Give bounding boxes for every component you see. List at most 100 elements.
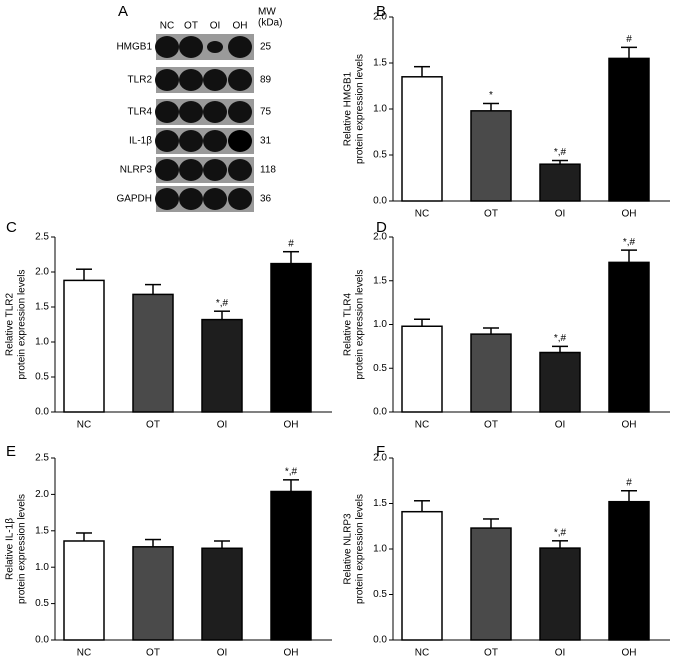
bar	[270, 490, 312, 641]
x-tick-label: OI	[555, 420, 566, 431]
blot-band	[179, 36, 203, 58]
bar	[608, 261, 650, 413]
blot-band	[203, 101, 227, 123]
y-tick-label: 0.0	[35, 635, 49, 646]
x-tick-label: OH	[622, 648, 637, 659]
blot-band	[179, 69, 203, 91]
significance-label: *,#	[554, 147, 567, 158]
bar	[401, 325, 443, 413]
x-tick-label: OI	[217, 648, 228, 659]
y-axis-label: protein expression levels	[355, 54, 366, 164]
y-tick-label: 1.0	[35, 562, 49, 573]
significance-label: *,#	[554, 527, 567, 538]
y-axis-label: Relative TLR4	[343, 292, 354, 356]
y-tick-label: 2.5	[35, 232, 49, 243]
bar	[132, 293, 174, 413]
mw-header: (kDa)	[258, 18, 282, 29]
bar	[470, 110, 512, 202]
blot-band	[207, 41, 223, 53]
bar	[470, 527, 512, 641]
y-axis-label: Relative IL-1β	[5, 518, 16, 580]
blot-band	[203, 130, 227, 152]
protein-label: GAPDH	[116, 194, 152, 205]
blot-band	[155, 130, 179, 152]
x-tick-label: NC	[77, 648, 91, 659]
y-tick-label: 1.5	[373, 275, 387, 286]
blot-band	[228, 159, 252, 181]
blot-band	[203, 159, 227, 181]
y-tick-label: 2.5	[35, 453, 49, 464]
mw-label: 25	[260, 42, 272, 53]
y-tick-label: 0.0	[373, 196, 387, 207]
x-tick-label: OT	[484, 420, 498, 431]
bar	[539, 163, 581, 202]
mw-header: MW	[258, 7, 276, 18]
bar	[470, 333, 512, 413]
y-tick-label: 1.0	[373, 104, 387, 115]
blot-band	[155, 69, 179, 91]
y-tick-label: 2.0	[373, 232, 387, 243]
protein-label: TLR4	[128, 107, 153, 118]
panel-letter: A	[118, 3, 128, 20]
panel-letter: F	[376, 443, 385, 460]
significance-label: #	[288, 238, 294, 249]
panel-letter: C	[6, 219, 17, 236]
y-tick-label: 0.0	[373, 407, 387, 418]
y-axis-label: protein expression levels	[17, 494, 28, 604]
x-tick-label: OT	[146, 648, 160, 659]
protein-label: TLR2	[128, 75, 153, 86]
x-tick-label: OT	[484, 648, 498, 659]
x-tick-label: OI	[555, 648, 566, 659]
bar	[539, 351, 581, 413]
y-axis-label: protein expression levels	[355, 269, 366, 379]
lane-label: OH	[233, 21, 248, 32]
y-axis-label: protein expression levels	[355, 494, 366, 604]
lane-label: NC	[160, 21, 174, 32]
bar	[63, 540, 105, 641]
bar	[539, 547, 581, 641]
blot-band	[228, 130, 252, 152]
x-tick-label: OI	[217, 420, 228, 431]
y-tick-label: 1.0	[373, 544, 387, 555]
blot-band	[179, 130, 203, 152]
protein-label: IL-1β	[129, 136, 152, 147]
panel-letter: D	[376, 219, 387, 236]
significance-label: *,#	[623, 237, 636, 248]
blot-band	[228, 101, 252, 123]
y-axis-label: Relative NLRP3	[343, 513, 354, 585]
x-tick-label: NC	[415, 209, 429, 220]
y-tick-label: 2.0	[35, 267, 49, 278]
y-tick-label: 1.5	[373, 58, 387, 69]
x-tick-label: OH	[622, 209, 637, 220]
panel-letter: B	[376, 3, 386, 20]
y-tick-label: 0.5	[373, 363, 387, 374]
y-tick-label: 0.5	[373, 589, 387, 600]
y-tick-label: 2.0	[373, 453, 387, 464]
bar	[608, 57, 650, 202]
y-tick-label: 1.0	[35, 337, 49, 348]
significance-label: *,#	[285, 466, 298, 477]
y-tick-label: 0.5	[35, 372, 49, 383]
x-tick-label: NC	[415, 420, 429, 431]
blot-band	[179, 188, 203, 210]
y-tick-label: 0.5	[35, 598, 49, 609]
y-axis-label: Relative TLR2	[5, 292, 16, 356]
mw-label: 118	[260, 165, 276, 176]
y-tick-label: 1.5	[35, 525, 49, 536]
x-tick-label: OT	[484, 209, 498, 220]
blot-band	[203, 69, 227, 91]
mw-label: 36	[260, 194, 272, 205]
y-tick-label: 1.0	[373, 319, 387, 330]
y-tick-label: 0.0	[35, 407, 49, 418]
bar	[401, 76, 443, 202]
blot-band	[228, 188, 252, 210]
blot-band	[155, 101, 179, 123]
protein-label: NLRP3	[120, 165, 153, 176]
x-tick-label: OH	[284, 648, 299, 659]
blot-band	[203, 188, 227, 210]
significance-label: *,#	[216, 298, 229, 309]
x-tick-label: OT	[146, 420, 160, 431]
blot-band	[228, 36, 252, 58]
x-tick-label: OI	[555, 209, 566, 220]
